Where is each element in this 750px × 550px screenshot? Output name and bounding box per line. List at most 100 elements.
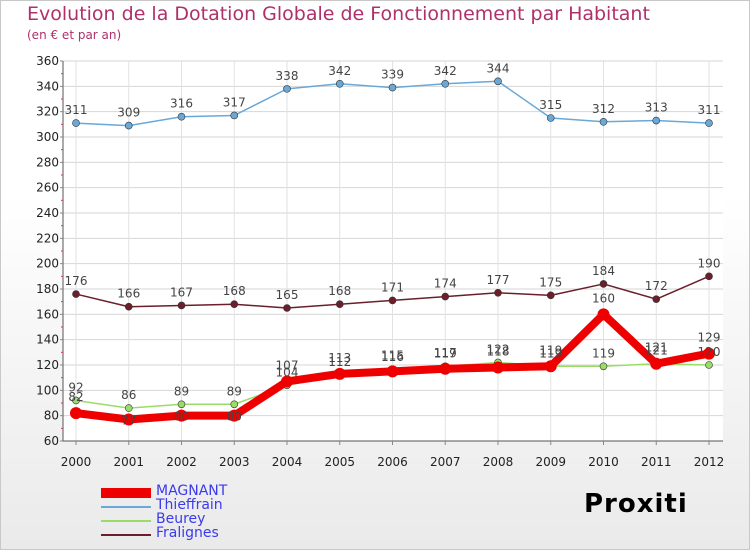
data-label-magnant: 119 [539,343,562,357]
y-tick-label: 180 [36,282,59,296]
data-label-fralignes: 177 [487,273,510,287]
data-label-beurey: 122 [487,342,510,356]
data-point-fralignes [177,301,186,310]
x-tick-label: 2012 [694,455,725,469]
x-tick-label: 2000 [61,455,92,469]
x-tick-label: 2003 [219,455,250,469]
legend-label: Fralignes [156,525,219,541]
x-tick-label: 2010 [588,455,619,469]
data-point-thieffrain [335,80,344,88]
data-label-beurey: 112 [328,355,351,369]
data-point-beurey [705,361,713,369]
proxiti-logo: Proxiti [584,489,688,519]
data-label-beurey: 86 [121,388,136,402]
data-point-magnant [228,409,241,422]
data-label-fralignes: 174 [434,277,457,291]
y-tick-label: 220 [36,231,59,245]
x-tick-label: 2005 [324,455,355,469]
data-label-thieffrain: 311 [698,103,721,117]
y-tick-label: 80 [44,409,59,423]
data-label-fralignes: 171 [381,280,404,294]
data-label-magnant: 82 [68,390,83,404]
data-label-magnant: 118 [487,345,510,359]
data-point-magnant [492,361,504,374]
data-label-thieffrain: 342 [328,64,351,78]
data-point-fralignes [124,302,133,311]
data-point-beurey [230,400,239,409]
legend-swatch [101,520,151,522]
x-axis: 2000 2001 2002 2003 2004 2005 2006 2007 2008 2009… [61,441,725,469]
data-point-magnant [650,357,663,370]
y-tick-label: 200 [36,257,59,271]
data-label-thieffrain: 309 [117,106,140,120]
data-point-magnant [544,360,557,373]
data-label-thieffrain: 338 [276,69,299,83]
data-point-beurey [177,400,186,409]
y-tick-label: 360 [36,54,59,68]
y-tick-label: 140 [36,333,59,347]
legend-swatch [101,488,151,498]
data-label-fralignes: 184 [592,264,615,278]
data-point-fralignes [283,304,291,312]
data-label-magnant: 113 [328,351,351,365]
data-label-magnant: 80 [227,410,242,424]
data-point-fralignes [230,300,239,309]
data-label-magnant: 80 [174,410,189,424]
data-point-thieffrain [494,77,502,86]
data-point-fralignes [441,292,450,301]
data-label-beurey: 120 [698,345,721,359]
data-label-fralignes: 168 [223,284,246,298]
legend-swatch [101,506,151,508]
series-group [70,77,715,426]
data-label-beurey: 116 [381,350,404,364]
x-tick-label: 2001 [113,455,144,469]
data-label-fralignes: 190 [698,256,721,270]
data-label-thieffrain: 344 [487,61,510,75]
data-label-beurey: 104 [276,365,299,379]
y-tick-label: 260 [36,181,59,195]
data-label-beurey: 89 [227,384,242,398]
data-point-fralignes [335,300,344,309]
data-label-fralignes: 168 [328,284,351,298]
legend-label: Beurey [156,511,206,527]
y-tick-label: 300 [36,130,59,144]
data-point-magnant [122,413,135,426]
data-point-thieffrain [652,116,661,125]
data-label-magnant: 117 [434,346,457,360]
data-point-fralignes [546,291,555,300]
x-tick-label: 2002 [166,455,197,469]
grid [63,60,723,442]
data-point-fralignes [72,290,80,298]
data-label-thieffrain: 342 [434,64,457,78]
data-point-thieffrain [599,118,608,126]
y-tick-label: 100 [36,383,59,397]
data-label-beurey: 119 [539,346,562,360]
chart-subtitle: (en € et par an) [27,28,122,42]
data-label-beurey: 119 [434,346,457,360]
data-point-magnant [175,409,188,422]
data-point-thieffrain [441,80,450,88]
data-point-beurey [124,404,133,412]
data-point-thieffrain [705,119,713,127]
data-label-fralignes: 172 [645,279,668,293]
data-label-thieffrain: 311 [65,103,88,117]
y-tick-label: 340 [36,79,59,93]
data-label-thieffrain: 339 [381,68,404,82]
data-label-fralignes: 166 [117,287,140,301]
data-label-fralignes: 167 [170,285,193,299]
data-label-beurey: 92 [68,380,83,394]
data-point-thieffrain [72,119,80,127]
data-label-magnant: 115 [381,348,404,362]
data-label-beurey: 121 [645,344,668,358]
data-label-thieffrain: 316 [170,97,193,111]
x-tick-label: 2007 [430,455,461,469]
y-tick-label: 320 [36,105,59,119]
data-point-magnant [386,365,399,378]
data-point-magnant [439,362,452,375]
data-point-thieffrain [283,85,291,93]
data-label-fralignes: 176 [65,274,88,288]
x-tick-label: 2004 [272,455,303,469]
x-tick-label: 2011 [641,455,672,469]
